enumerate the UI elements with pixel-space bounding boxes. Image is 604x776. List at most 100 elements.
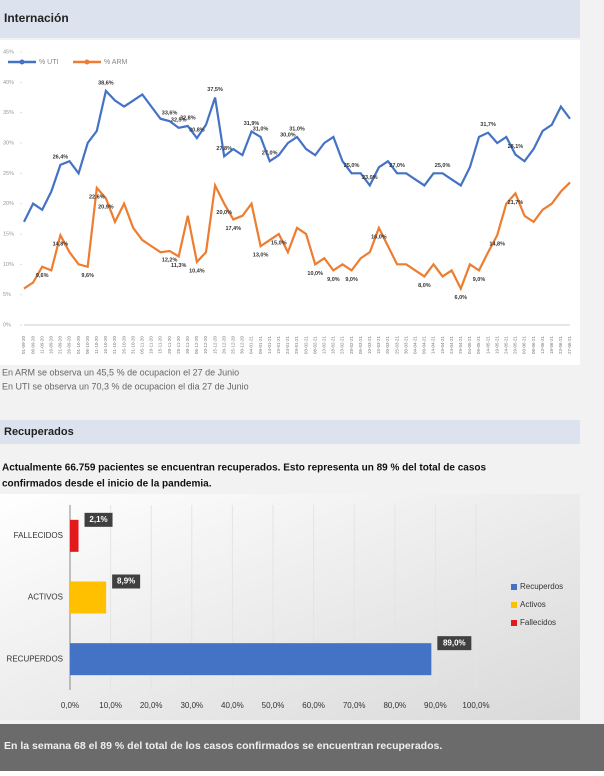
x-tick-label: 25-11-20 [176, 336, 181, 354]
legend-swatch [511, 584, 517, 590]
x-tick-label: 19-05-21 [494, 335, 499, 354]
data-label: 33,6% [162, 111, 178, 117]
x-tick-label: 05-03-21 [358, 335, 363, 354]
data-label: 6,0% [455, 295, 468, 301]
bar [70, 519, 79, 552]
section-text: Actualmente 66.759 pacientes se encuentr… [2, 463, 487, 474]
data-label: 89,0% [443, 638, 466, 647]
data-label: 27,0% [262, 151, 278, 157]
section-band [0, 420, 580, 444]
x-tick-label: 03-02-21 [303, 335, 308, 354]
y-tick-label: 20% [3, 201, 14, 207]
x-tick-label: 14-01-21 [267, 335, 272, 354]
x-tick-label: 09-01-21 [258, 335, 263, 354]
x-tick-label: 30-03-21 [403, 335, 408, 354]
x-tick-label: 29-01-21 [294, 335, 299, 354]
footer-text: En la semana 68 el 89 % del total de los… [4, 740, 442, 752]
data-label: 15,0% [271, 240, 287, 246]
section-title: Recuperados [4, 426, 74, 438]
x-tick-label: 05-12-20 [194, 335, 199, 354]
y-tick-label: FALLECIDOS [14, 531, 63, 540]
x-tick-label: 24-05-21 [503, 335, 508, 354]
y-tick-label: 0% [3, 322, 11, 328]
data-label: 10,0% [307, 271, 323, 277]
x-tick-label: 10-12-20 [203, 335, 208, 354]
data-label: 9,6% [36, 273, 49, 279]
x-tick-label: 0,0% [61, 701, 79, 710]
x-tick-label: 09-05-21 [476, 335, 481, 354]
data-label: 28,1% [508, 144, 524, 150]
x-tick-label: 13-06-21 [540, 335, 545, 354]
data-label: 14,8% [489, 242, 505, 248]
data-label-box [437, 636, 472, 651]
header-band [0, 0, 580, 38]
legend-label: % UTI [39, 59, 59, 66]
x-tick-label: 18-06-21 [549, 335, 554, 354]
x-tick-label: 06-09-20 [30, 335, 35, 354]
x-tick-label: 20-11-20 [167, 336, 172, 354]
data-label: 13,0% [253, 253, 269, 259]
x-tick-label: 11-09-20 [39, 336, 44, 354]
x-tick-label: 21-09-20 [58, 335, 63, 354]
data-label: 21,7% [508, 200, 524, 206]
x-tick-label: 31-10-20 [130, 335, 135, 354]
data-label: 37,5% [207, 87, 223, 93]
data-label: 12,2% [162, 257, 178, 263]
x-tick-label: 15-11-20 [158, 336, 163, 354]
x-tick-label: 29-05-21 [513, 335, 518, 354]
x-tick-label: 09-04-21 [422, 335, 427, 354]
note: En ARM se observa un 45,5 % de ocupacion… [2, 367, 239, 377]
data-label: 20,9% [98, 205, 114, 211]
x-tick-label: 19-04-21 [440, 335, 445, 354]
legend-swatch [511, 602, 517, 608]
x-tick-label: 15-12-20 [212, 335, 217, 354]
x-tick-label: 60,0% [302, 701, 325, 710]
legend-label: Recuperdos [520, 582, 563, 591]
data-label: 9,0% [327, 277, 340, 283]
x-tick-label: 10,0% [99, 701, 122, 710]
data-label: 31,0% [253, 126, 269, 132]
x-tick-label: 20,0% [140, 701, 163, 710]
data-label: 9,0% [345, 277, 358, 283]
data-label: 32,5% [171, 117, 187, 123]
footer-band [0, 724, 604, 771]
x-tick-label: 14-04-21 [431, 335, 436, 354]
x-tick-label: 01-09-20 [21, 335, 26, 354]
x-tick-label: 10-03-21 [367, 335, 372, 354]
x-tick-label: 16-10-20 [103, 335, 108, 354]
x-tick-label: 24-04-21 [449, 335, 454, 354]
x-tick-label: 30-11-20 [185, 336, 190, 354]
bar [70, 581, 107, 614]
x-tick-label: 19-01-21 [276, 335, 281, 354]
bar-chart: 0,0% 10,0% 20,0% 30,0% 40,0% 50,0% 60,0% 70,0% 8… [7, 505, 563, 710]
data-label: 9,6% [81, 273, 94, 279]
data-label: 27,0% [389, 163, 405, 169]
x-tick-label: 21-10-20 [112, 335, 117, 354]
y-tick-label: 30% [3, 140, 14, 146]
section-text: confirmados desde el inicio de la pandem… [2, 479, 212, 490]
x-tick-label: 15-03-21 [376, 335, 381, 354]
x-tick-label: 26-09-20 [67, 335, 72, 354]
x-tick-label: 50,0% [262, 701, 285, 710]
data-label: 10,4% [189, 268, 205, 274]
data-label-box [112, 574, 141, 589]
y-tick-label: 10% [3, 262, 14, 268]
legend-label: Fallecidos [520, 618, 556, 627]
legend-label: % ARM [104, 59, 128, 66]
data-label: 8,9% [117, 577, 135, 586]
x-tick-label: 26-10-20 [121, 335, 126, 354]
y-tick-label: 40% [3, 80, 14, 86]
data-label: 8,0% [418, 283, 431, 289]
y-tick-label: RECUPERDOS [7, 654, 63, 663]
data-label: 20,0% [216, 210, 232, 216]
x-tick-label: 14-05-21 [485, 335, 490, 354]
x-tick-label: 100,0% [462, 701, 489, 710]
x-tick-label: 27-06-21 [567, 335, 572, 354]
data-label: 31,0% [289, 126, 305, 132]
data-label: 22,6% [89, 194, 105, 200]
x-tick-label: 90,0% [424, 701, 447, 710]
bar [70, 643, 432, 676]
x-tick-label: 25-03-21 [394, 335, 399, 354]
